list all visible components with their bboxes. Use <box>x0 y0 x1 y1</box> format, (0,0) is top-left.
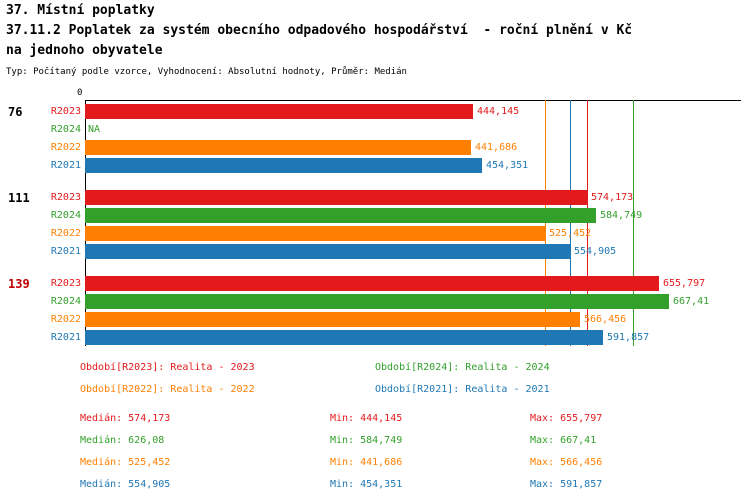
series-label-R2023: R2023 <box>50 192 81 203</box>
bar-R2023 <box>85 190 587 205</box>
bar-R2024 <box>85 294 669 309</box>
legend-entry-R2022: Období[R2022]: Realita - 2022 <box>80 384 255 395</box>
series-label-R2022: R2022 <box>50 228 81 239</box>
chart-meta-info: Typ: Počítaný podle vzorce, Vyhodnocení:… <box>6 67 407 77</box>
bar-R2023 <box>85 104 473 119</box>
bar-R2022 <box>85 226 545 241</box>
series-label-R2022: R2022 <box>50 314 81 325</box>
bar-R2022 <box>85 140 471 155</box>
stat-max-R2021: Max: 591,857 <box>530 479 603 490</box>
group-label: 139 <box>8 277 30 291</box>
chart-title: 37. Místní poplatky <box>6 3 155 18</box>
bar-R2021 <box>85 330 603 345</box>
stat-max-R2023: Max: 655,797 <box>530 413 603 424</box>
median-line-R2024 <box>633 100 634 346</box>
series-label-R2022: R2022 <box>50 142 81 153</box>
series-label-R2024: R2024 <box>50 210 81 221</box>
bar-value-label: 655,797 <box>663 278 706 289</box>
bar-R2021 <box>85 244 570 259</box>
stat-max-R2022: Max: 566,456 <box>530 457 603 468</box>
series-label-R2021: R2021 <box>50 160 81 171</box>
legend-entry-R2021: Období[R2021]: Realita - 2021 <box>375 384 550 395</box>
bar-value-label: 444,145 <box>477 106 520 117</box>
bar-value-label: 454,351 <box>486 160 529 171</box>
bar-R2022 <box>85 312 580 327</box>
bar-value-label: 566,456 <box>584 314 627 325</box>
bar-R2023 <box>85 276 659 291</box>
median-line-R2021 <box>570 100 571 346</box>
bar-value-label-na: NA <box>88 124 101 135</box>
legend-entry-R2023: Období[R2023]: Realita - 2023 <box>80 362 255 373</box>
bar-R2021 <box>85 158 482 173</box>
bar-value-label: 554,905 <box>574 246 617 257</box>
stat-median-R2023: Medián: 574,173 <box>80 413 171 424</box>
series-label-R2023: R2023 <box>50 278 81 289</box>
bar-value-label: 584,749 <box>600 210 643 221</box>
stat-max-R2024: Max: 667,41 <box>530 435 597 446</box>
stat-min-R2022: Min: 441,686 <box>330 457 403 468</box>
bar-R2024 <box>85 208 596 223</box>
series-label-R2023: R2023 <box>50 106 81 117</box>
series-label-R2021: R2021 <box>50 332 81 343</box>
stat-median-R2024: Medián: 626,08 <box>80 435 165 446</box>
y-axis-line <box>85 100 86 346</box>
series-label-R2024: R2024 <box>50 296 81 307</box>
bar-value-label: 574,173 <box>591 192 634 203</box>
stat-min-R2021: Min: 454,351 <box>330 479 403 490</box>
axis-origin-tick-label: 0 <box>77 88 83 98</box>
series-label-R2024: R2024 <box>50 124 81 135</box>
series-label-R2021: R2021 <box>50 246 81 257</box>
median-line-R2022 <box>545 100 546 346</box>
stat-median-R2022: Medián: 525,452 <box>80 457 171 468</box>
chart-subtitle-line2: na jednoho obyvatele <box>6 43 163 58</box>
chart-subtitle-line1: 37.11.2 Poplatek za systém obecního odpa… <box>6 23 633 38</box>
group-label: 76 <box>8 105 23 119</box>
legend-entry-R2024: Období[R2024]: Realita - 2024 <box>375 362 550 373</box>
stat-min-R2024: Min: 584,749 <box>330 435 403 446</box>
bar-value-label: 591,857 <box>607 332 650 343</box>
stat-min-R2023: Min: 444,145 <box>330 413 403 424</box>
stat-median-R2021: Medián: 554,905 <box>80 479 171 490</box>
x-axis-line <box>85 100 741 101</box>
bar-value-label: 667,41 <box>673 296 710 307</box>
bar-value-label: 525,452 <box>549 228 592 239</box>
median-line-R2023 <box>587 100 588 346</box>
group-label: 111 <box>8 191 30 205</box>
bar-value-label: 441,686 <box>475 142 518 153</box>
